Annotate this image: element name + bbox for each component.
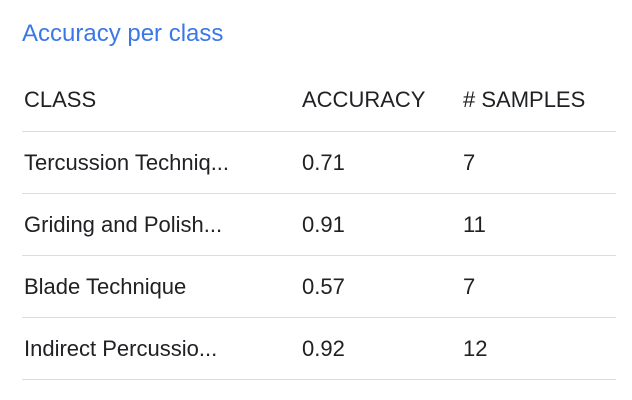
- column-header-accuracy: ACCURACY: [302, 87, 426, 112]
- samples-cell: 12: [463, 336, 488, 361]
- accuracy-cell: 0.92: [302, 336, 345, 361]
- accuracy-table: CLASS ACCURACY # SAMPLES Tercussion Tech…: [22, 70, 616, 380]
- table-header-row: CLASS ACCURACY # SAMPLES: [22, 70, 616, 132]
- table-row: Indirect Percussio... 0.92 12: [22, 318, 616, 380]
- column-header-class: CLASS: [24, 87, 97, 112]
- samples-cell: 7: [463, 274, 476, 299]
- accuracy-cell: 0.71: [302, 150, 345, 175]
- table-row: Tercussion Techniq... 0.71 7: [22, 132, 616, 194]
- panel-title: Accuracy per class: [22, 20, 224, 47]
- samples-cell: 11: [463, 212, 486, 237]
- table-row: Griding and Polish... 0.91 11: [22, 194, 616, 256]
- table-row: Blade Technique 0.57 7: [22, 256, 616, 318]
- class-name-cell: Tercussion Techniq...: [24, 150, 230, 175]
- class-name-cell: Indirect Percussio...: [24, 336, 218, 361]
- class-name-cell: Blade Technique: [24, 274, 187, 299]
- accuracy-cell: 0.91: [302, 212, 345, 237]
- accuracy-cell: 0.57: [302, 274, 345, 299]
- samples-cell: 7: [463, 150, 476, 175]
- class-name-cell: Griding and Polish...: [24, 212, 223, 237]
- column-header-samples: # SAMPLES: [463, 87, 586, 112]
